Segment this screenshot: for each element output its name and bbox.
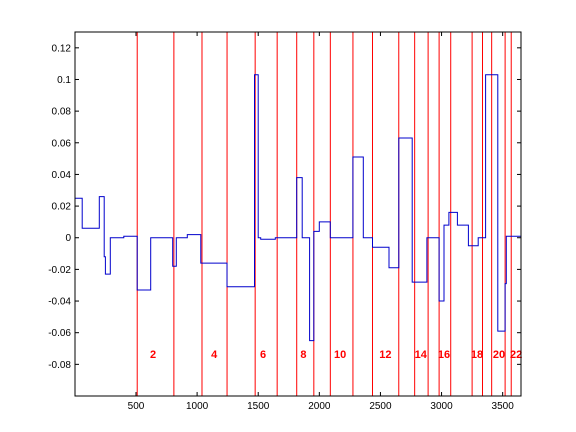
x-tick-label: 3000 bbox=[430, 401, 453, 412]
y-tick-label: 0 bbox=[65, 233, 71, 244]
segment-boundaries bbox=[136, 32, 512, 396]
x-tick-label: 2000 bbox=[308, 401, 331, 412]
y-tick-label: 0.02 bbox=[52, 202, 72, 213]
y-tick-label: -0.06 bbox=[48, 328, 71, 339]
y-tick-label: -0.08 bbox=[48, 360, 71, 371]
segment-label: 2 bbox=[150, 349, 156, 361]
x-tick-label: 1500 bbox=[247, 401, 270, 412]
x-tick-label: 1000 bbox=[186, 401, 209, 412]
segment-label: 14 bbox=[415, 349, 428, 361]
y-tick-label: 0.1 bbox=[57, 75, 71, 86]
axes: 500 1000 1500 2000 2500 3000 3500 -0.08 -0.06 -0.… bbox=[48, 31, 522, 412]
series-line bbox=[75, 74, 521, 342]
y-tick-label: 0.08 bbox=[52, 107, 72, 118]
y-tick-label: -0.02 bbox=[48, 265, 71, 276]
x-tick-label: 2500 bbox=[369, 401, 392, 412]
segment-label: 18 bbox=[471, 349, 483, 361]
series-layer bbox=[75, 74, 521, 342]
y-tick-label: -0.04 bbox=[48, 297, 71, 308]
segment-labels: 2 4 6 8 10 12 14 16 18 20 22 bbox=[150, 349, 522, 361]
segment-label: 22 bbox=[510, 349, 522, 361]
axes-box bbox=[74, 31, 522, 397]
y-tick-label: 0.04 bbox=[52, 170, 72, 181]
segment-label: 10 bbox=[334, 349, 346, 361]
y-tick-label: 0.06 bbox=[52, 138, 72, 149]
segment-label: 12 bbox=[379, 349, 391, 361]
segment-label: 6 bbox=[260, 349, 266, 361]
x-tick-label: 3500 bbox=[492, 401, 515, 412]
y-tick-label: 0.12 bbox=[52, 43, 72, 54]
x-tick-label: 500 bbox=[128, 401, 145, 412]
segment-label: 16 bbox=[438, 349, 450, 361]
segment-label: 20 bbox=[493, 349, 505, 361]
segment-label: 8 bbox=[300, 349, 306, 361]
segment-label: 4 bbox=[211, 349, 218, 361]
